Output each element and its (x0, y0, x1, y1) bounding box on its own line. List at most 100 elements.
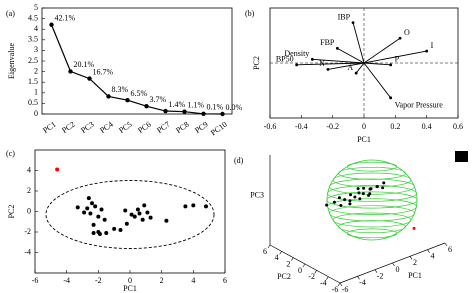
y-tick (314, 270, 317, 274)
loading-end (389, 63, 393, 67)
loading-end (398, 36, 402, 40)
data-point (164, 218, 169, 223)
vector-label: FBP (320, 38, 335, 47)
loading-end (389, 96, 393, 100)
loading-end (335, 46, 339, 50)
y-tick-label: -6 (332, 285, 339, 293)
x-tick-label: -0.6 (264, 122, 277, 131)
y-tick-label: 2 (34, 66, 38, 75)
y-tick (302, 263, 306, 268)
x-tick (444, 242, 448, 247)
data-point (369, 187, 373, 191)
data-point (381, 186, 385, 190)
loading-vector (355, 62, 365, 74)
data-point (339, 203, 343, 207)
loading-end (351, 21, 355, 25)
eigen-point (163, 108, 168, 114)
loading-end (310, 57, 314, 61)
vector-label: O (404, 28, 410, 37)
y-tick (267, 244, 271, 249)
eigen-point (87, 76, 92, 81)
value-label: 8.3% (112, 85, 129, 94)
loading-end (425, 49, 429, 53)
data-point (348, 202, 352, 206)
y-tick-label: 3.5 (28, 35, 38, 44)
x-tick-label: 0.6 (453, 122, 463, 131)
data-point (337, 196, 341, 200)
data-point (204, 204, 208, 209)
data-point (348, 199, 352, 203)
vector-label: A (347, 63, 353, 72)
data-point (361, 192, 365, 196)
x-tick-label: 2 (413, 258, 417, 267)
value-label: 6.5% (131, 89, 148, 98)
value-label: 0.0% (226, 103, 243, 112)
loading-vector (363, 50, 427, 64)
x-tick-label: -6 (342, 285, 349, 293)
x-tick-label: 4 (431, 251, 435, 260)
vector-label: I (431, 41, 434, 50)
panel-label: (b) (245, 9, 255, 18)
data-point (85, 206, 90, 211)
data-point (382, 181, 386, 185)
value-label: 1.1% (188, 100, 205, 109)
x-tick-label: -2 (377, 271, 384, 280)
x-axis-title: PC1 (123, 284, 137, 293)
y-axis-title: Eigenvalue (7, 43, 16, 79)
x-tick (374, 269, 378, 273)
x-tick (427, 249, 430, 253)
eigen-point (49, 22, 54, 27)
data-point (88, 211, 93, 216)
x-tick-label: 0 (362, 122, 366, 131)
y-tick-label: 2 (286, 259, 290, 268)
data-point (412, 226, 416, 230)
corner-box (455, 151, 468, 162)
value-label: 16.7% (93, 67, 114, 76)
x-tick-label: -4 (63, 276, 70, 285)
data-point (325, 203, 329, 207)
panel-label: (d) (234, 156, 244, 165)
eigen-point (125, 98, 130, 103)
data-point (332, 200, 336, 204)
data-point (183, 204, 188, 209)
y-tick-label: -2 (308, 272, 315, 281)
vector-label: IBP (338, 12, 351, 21)
vector-label: P (395, 55, 400, 64)
data-point (124, 221, 129, 226)
y-tick-label: 4 (27, 165, 31, 174)
data-point (132, 214, 137, 219)
data-point (343, 198, 347, 202)
y-tick-label: 4 (275, 253, 279, 262)
x-tick-label: -4 (359, 278, 366, 287)
data-point (140, 217, 145, 222)
data-point (349, 193, 352, 197)
x-tick (357, 276, 360, 280)
x-tick-label: 0 (128, 276, 132, 285)
eigen-point (106, 94, 111, 99)
loading-vector (363, 62, 391, 99)
x-tick-label: 0.2 (390, 122, 400, 131)
loading-vector (352, 22, 365, 64)
x-tick-label: -6 (32, 276, 39, 285)
y-tick-label: 6 (263, 247, 267, 256)
data-point (104, 231, 109, 236)
vector-label: N (319, 59, 325, 68)
y-tick-label: -2 (24, 227, 31, 236)
x-tick-label: -0.2 (326, 122, 339, 131)
y-tick-label: 2.5 (28, 56, 38, 65)
data-point (99, 207, 104, 212)
y-tick-label: 1 (34, 88, 38, 97)
data-point (135, 207, 140, 212)
x-tick-label: 4 (191, 276, 195, 285)
data-point (112, 226, 117, 231)
eigen-point (201, 111, 206, 116)
confidence-ellipse (45, 180, 215, 249)
x-tick-label: 0 (396, 265, 400, 274)
y-axis-title: PC2 (7, 205, 16, 219)
x-axis-title: PC1 (357, 135, 371, 144)
y-axis-title: PC2 (252, 56, 261, 70)
panel-label: (a) (6, 9, 15, 18)
data-point (142, 203, 147, 208)
x-tick-label: -0.4 (295, 122, 308, 131)
